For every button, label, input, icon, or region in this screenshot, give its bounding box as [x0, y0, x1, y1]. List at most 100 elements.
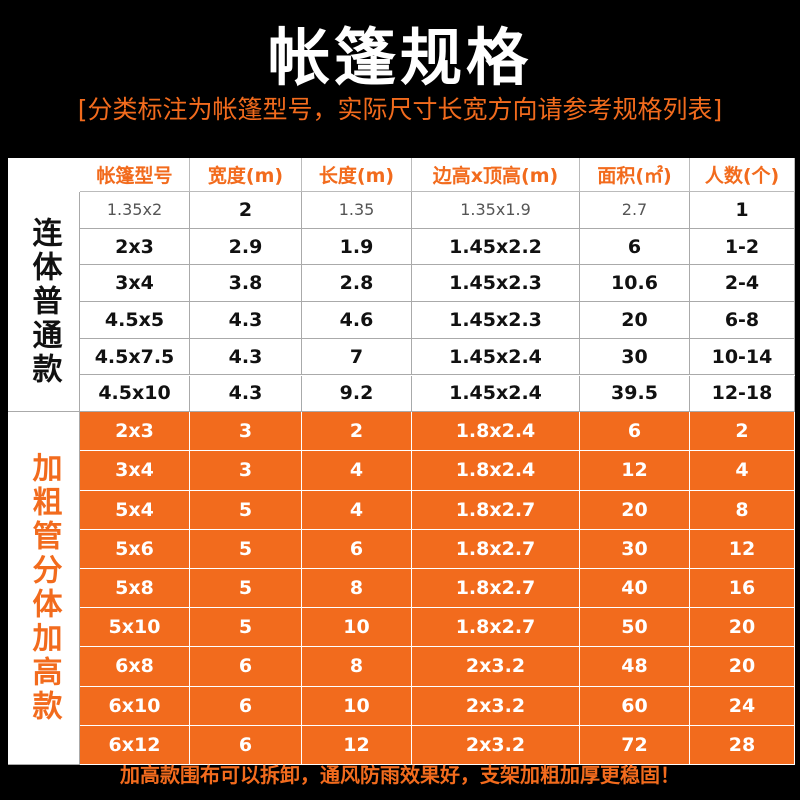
table-cell: 2.7	[580, 192, 690, 229]
table-cell: 2x3	[80, 228, 190, 266]
table-cell: 4.5x10	[80, 375, 190, 413]
table-cell: 5	[190, 608, 302, 648]
table-cell: 4	[302, 451, 412, 491]
subtitle: [分类标注为帐篷型号，实际尺寸长宽方向请参考规格列表]	[77, 95, 723, 124]
column-header: 面积(㎡)	[580, 158, 690, 192]
table-cell: 3x4	[80, 265, 190, 303]
table-cell: 5x6	[80, 529, 190, 569]
table-cell: 1.45x2.2	[412, 228, 580, 266]
table-cell: 4.3	[190, 338, 302, 376]
table-cell: 30	[580, 529, 690, 569]
table-cell: 2x3.2	[412, 647, 580, 687]
table-cell: 20	[690, 608, 795, 648]
column-header: 人数(个)	[690, 158, 795, 192]
table-cell: 2.8	[302, 265, 412, 303]
table-cell: 1.9	[302, 228, 412, 266]
table-cell: 24	[690, 686, 795, 726]
footer-note: 加高款围布可以拆卸，通风防雨效果好，支架加粗加厚更稳固！	[120, 763, 680, 787]
table-cell: 2x3.2	[412, 686, 580, 726]
table-cell: 8	[302, 647, 412, 687]
table-cell: 1.45x2.3	[412, 302, 580, 339]
table-cell: 20	[580, 490, 690, 530]
table-cell: 12	[302, 725, 412, 765]
table-cell: 5x4	[80, 490, 190, 530]
table-cell: 48	[580, 647, 690, 687]
table-cell: 6	[190, 647, 302, 687]
table-cell: 1-2	[690, 228, 795, 266]
table-cell: 6	[190, 725, 302, 765]
table-cell: 3	[190, 412, 302, 452]
table-cell: 5x10	[80, 608, 190, 648]
table-cell: 1.8x2.4	[412, 451, 580, 491]
table-cell: 39.5	[580, 375, 690, 413]
group-label: 连体普通款	[8, 192, 80, 413]
table-cell: 4.3	[190, 375, 302, 413]
table-cell: 5x8	[80, 569, 190, 609]
table-cell: 3.8	[190, 265, 302, 303]
table-cell: 4.3	[190, 302, 302, 339]
table-cell: 1.35x1.9	[412, 192, 580, 229]
table-cell: 4.5x5	[80, 302, 190, 339]
table-cell: 3x4	[80, 451, 190, 491]
table-cell: 30	[580, 338, 690, 376]
spec-table: 帐篷型号 宽度(m) 长度(m) 边高x顶高(m) 面积(㎡) 人数(个) 连体普通款 1.3…	[8, 158, 795, 765]
column-header: 帐篷型号	[80, 158, 190, 192]
column-header: 宽度(m)	[190, 158, 302, 192]
table-cell: 10	[302, 686, 412, 726]
table-cell: 10	[302, 608, 412, 648]
table-cell: 1.8x2.7	[412, 608, 580, 648]
table-cell: 6	[580, 412, 690, 452]
table-cell: 2	[190, 192, 302, 229]
table-cell: 72	[580, 725, 690, 765]
table-cell: 1.8x2.4	[412, 412, 580, 452]
table-cell: 1.35	[302, 192, 412, 229]
table-cell: 5	[190, 529, 302, 569]
table-cell: 12-18	[690, 375, 795, 413]
table-cell: 20	[690, 647, 795, 687]
group-label: 加粗管分体加高款	[8, 412, 80, 765]
table-cell: 10.6	[580, 265, 690, 303]
table-cell: 6	[302, 529, 412, 569]
table-cell: 1.45x2.3	[412, 265, 580, 303]
table-cell: 7	[302, 338, 412, 376]
table-cell: 5	[190, 569, 302, 609]
table-cell: 1.35x2	[80, 192, 190, 229]
table-cell: 60	[580, 686, 690, 726]
table-cell: 6x12	[80, 725, 190, 765]
table-cell: 12	[580, 451, 690, 491]
title: 帐篷规格	[267, 21, 532, 94]
table-cell: 4	[690, 451, 795, 491]
table-cell: 20	[580, 302, 690, 339]
table-cell: 1	[690, 192, 795, 229]
table-cell: 8	[690, 490, 795, 530]
table-cell: 40	[580, 569, 690, 609]
table-cell: 4	[302, 490, 412, 530]
table-cell: 1.45x2.4	[412, 338, 580, 376]
table-cell: 50	[580, 608, 690, 648]
table-cell: 2x3.2	[412, 725, 580, 765]
table-cell: 1.8x2.7	[412, 569, 580, 609]
table-cell: 16	[690, 569, 795, 609]
column-header: 边高x顶高(m)	[412, 158, 580, 192]
table-cell: 1.8x2.7	[412, 529, 580, 569]
table-cell: 6x8	[80, 647, 190, 687]
table-cell: 2-4	[690, 265, 795, 303]
table-cell: 2x3	[80, 412, 190, 452]
table-cell: 6	[190, 686, 302, 726]
table-cell: 1.8x2.7	[412, 490, 580, 530]
table-cell: 6x10	[80, 686, 190, 726]
column-header: 长度(m)	[302, 158, 412, 192]
table-cell: 8	[302, 569, 412, 609]
table-cell: 9.2	[302, 375, 412, 413]
table-cell: 2.9	[190, 228, 302, 266]
table-cell: 12	[690, 529, 795, 569]
table-cell: 1.45x2.4	[412, 375, 580, 413]
table-cell: 4.6	[302, 302, 412, 339]
table-cell: 2	[302, 412, 412, 452]
table-cell: 10-14	[690, 338, 795, 376]
table-cell: 6-8	[690, 302, 795, 339]
table-cell: 6	[580, 228, 690, 266]
table-cell: 2	[690, 412, 795, 452]
table-cell: 3	[190, 451, 302, 491]
